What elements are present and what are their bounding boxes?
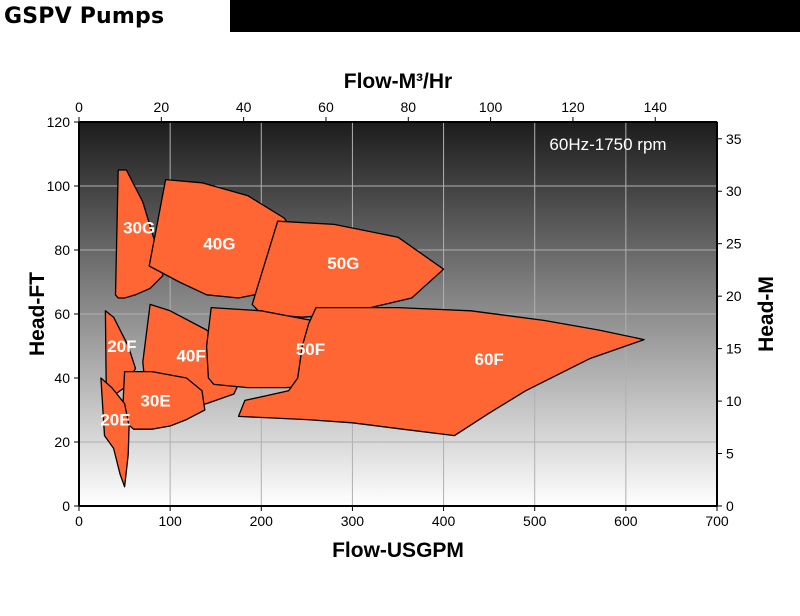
x-tick-label: 300 (341, 513, 365, 529)
pump-label-30g: 30G (123, 219, 155, 238)
y-tick-label: 120 (47, 114, 71, 130)
pump-region-60f (237, 306, 645, 437)
y-tick-label: 80 (54, 242, 70, 258)
pump-region-50g (251, 220, 445, 318)
pump-label-40g: 40G (203, 235, 235, 254)
x-tick-label: 200 (250, 513, 274, 529)
pump-label-30e: 30E (140, 391, 170, 410)
y-tick-label: 100 (47, 178, 71, 194)
x-tick-label: 100 (158, 513, 182, 529)
x2-tick-label: 40 (236, 99, 252, 115)
x-tick-label: 700 (705, 513, 729, 529)
x2-axis-label: Flow-M³/Hr (344, 70, 452, 93)
subtitle: 60Hz-1750 rpm (549, 135, 666, 154)
x2-tick-label: 60 (318, 99, 334, 115)
y2-axis-label: Head-M (755, 276, 778, 352)
pump-label-20e: 20E (100, 411, 130, 430)
pump-regions (100, 169, 645, 488)
x-tick-label: 0 (75, 513, 83, 529)
y-tick-label: 0 (62, 498, 70, 514)
x2-tick-label: 140 (644, 99, 668, 115)
x-tick-label: 400 (432, 513, 456, 529)
x-axis-label: Flow-USGPM (332, 539, 464, 562)
y2-tick-label: 30 (726, 183, 742, 199)
x2-tick-label: 0 (75, 99, 83, 115)
x2-tick-label: 80 (401, 99, 417, 115)
y2-tick-label: 25 (726, 236, 742, 252)
x2-tick-label: 20 (154, 99, 170, 115)
y-tick-label: 40 (54, 370, 70, 386)
page-title: GSPV Pumps (4, 4, 165, 29)
pump-region-20e (100, 377, 130, 488)
pump-label-60f: 60F (474, 350, 503, 369)
pump-label-50f: 50F (296, 340, 325, 359)
x-tick-label: 500 (523, 513, 547, 529)
pump-label-20f: 20F (107, 337, 136, 356)
y2-tick-label: 10 (726, 393, 742, 409)
pump-region-labels: 30G 40G 50G 20F 40F 50F 60F 30E 20E (100, 219, 503, 430)
pump-label-40f: 40F (176, 347, 205, 366)
pump-label-50g: 50G (327, 254, 359, 273)
x-tick-label: 600 (614, 513, 638, 529)
y2-tick-label: 35 (726, 131, 742, 147)
y2-tick-label: 5 (726, 446, 734, 462)
x2-tick-label: 100 (479, 99, 503, 115)
y2-tick-label: 15 (726, 341, 742, 357)
y-axis-label: Head-FT (26, 272, 49, 356)
y-tick-label: 60 (54, 306, 70, 322)
y-tick-label: 20 (54, 434, 70, 450)
x2-tick-label: 120 (561, 99, 585, 115)
y2-tick-label: 0 (726, 498, 734, 514)
header-tab: GSPV Pumps (0, 0, 230, 32)
y2-tick-label: 20 (726, 288, 742, 304)
